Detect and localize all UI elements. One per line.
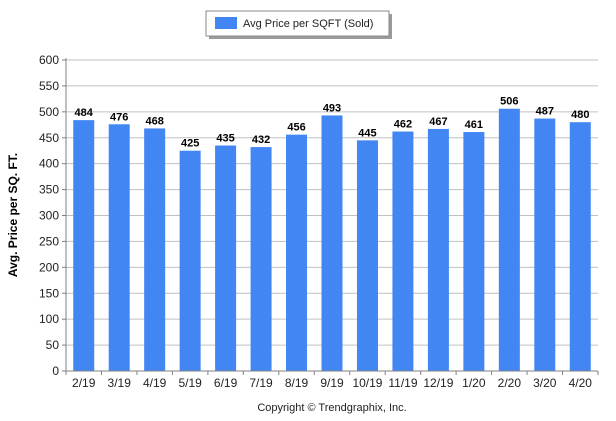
bar <box>108 124 130 371</box>
bar <box>250 147 272 371</box>
bar <box>179 150 201 371</box>
y-tick-label: 0 <box>52 364 59 378</box>
data-label: 432 <box>252 134 270 146</box>
bar <box>427 128 449 371</box>
data-label: 487 <box>536 106 554 118</box>
x-tick-label: 11/19 <box>388 376 417 390</box>
y-tick-label: 50 <box>46 338 60 352</box>
y-axis-title: Avg. Price per SQ. FT. <box>6 153 20 277</box>
x-tick-label: 9/19 <box>320 376 344 390</box>
data-label: 456 <box>287 122 305 134</box>
data-label: 461 <box>465 119 483 131</box>
y-tick-label: 350 <box>39 183 59 197</box>
legend-label: Avg Price per SQFT (Sold) <box>243 18 373 30</box>
data-label: 467 <box>429 116 447 128</box>
bar <box>73 120 95 371</box>
bar <box>215 145 237 371</box>
y-tick-label: 550 <box>39 79 59 93</box>
y-tick-label: 400 <box>39 157 59 171</box>
x-tick-label: 8/19 <box>285 376 309 390</box>
bar <box>392 131 414 371</box>
legend: Avg Price per SQFT (Sold) <box>205 10 392 39</box>
x-tick-label: 10/19 <box>352 376 382 390</box>
bar <box>498 108 520 372</box>
x-tick-label: 2/20 <box>498 376 522 390</box>
bar <box>356 140 378 371</box>
x-tick-label: 5/19 <box>178 376 202 390</box>
x-tick-label: 3/20 <box>533 376 557 390</box>
x-tick-label: 3/19 <box>108 376 132 390</box>
y-tick-label: 300 <box>39 209 59 223</box>
bar <box>569 122 591 371</box>
y-tick-label: 150 <box>39 286 59 300</box>
x-tick-label: 6/19 <box>214 376 238 390</box>
y-tick-label: 450 <box>39 131 59 145</box>
y-tick-label: 500 <box>39 105 59 119</box>
footer-copyright: Copyright © Trendgraphix, Inc. <box>257 402 406 414</box>
data-label: 480 <box>571 109 589 121</box>
data-labels: 484 476 468 425 435 432 456 493 445 462 467 461 506 4… <box>75 96 590 150</box>
data-label: 476 <box>110 111 128 123</box>
data-label: 435 <box>216 133 234 145</box>
bars <box>73 108 591 372</box>
data-label: 445 <box>358 127 376 139</box>
data-label: 506 <box>500 96 518 108</box>
y-tick-label: 100 <box>39 312 59 326</box>
bar <box>321 115 343 371</box>
x-tick-label: 7/19 <box>249 376 273 390</box>
bar <box>286 134 308 371</box>
legend-swatch <box>215 17 237 29</box>
x-tick-label: 4/20 <box>569 376 593 390</box>
data-label: 462 <box>394 119 412 131</box>
data-label: 493 <box>323 102 341 114</box>
bar <box>534 118 556 372</box>
y-tick-label: 600 <box>39 53 59 67</box>
x-axis-ticks: 2/19 3/19 4/19 5/19 6/19 7/19 8/19 9/19 10/19 11/… <box>65 371 599 390</box>
x-tick-label: 12/19 <box>423 376 453 390</box>
x-tick-label: 1/20 <box>462 376 486 390</box>
x-tick-label: 2/19 <box>72 376 96 390</box>
y-tick-label: 200 <box>39 260 59 274</box>
bar <box>144 128 166 371</box>
y-axis-ticks: 0 50 100 150 200 250 300 350 400 450 500 550 600 <box>39 53 66 378</box>
y-tick-label: 250 <box>39 234 59 248</box>
data-label: 425 <box>181 138 199 150</box>
data-label: 468 <box>145 115 163 127</box>
bar <box>463 132 485 371</box>
axes <box>65 58 598 372</box>
x-tick-label: 4/19 <box>143 376 167 390</box>
data-label: 484 <box>75 107 94 119</box>
